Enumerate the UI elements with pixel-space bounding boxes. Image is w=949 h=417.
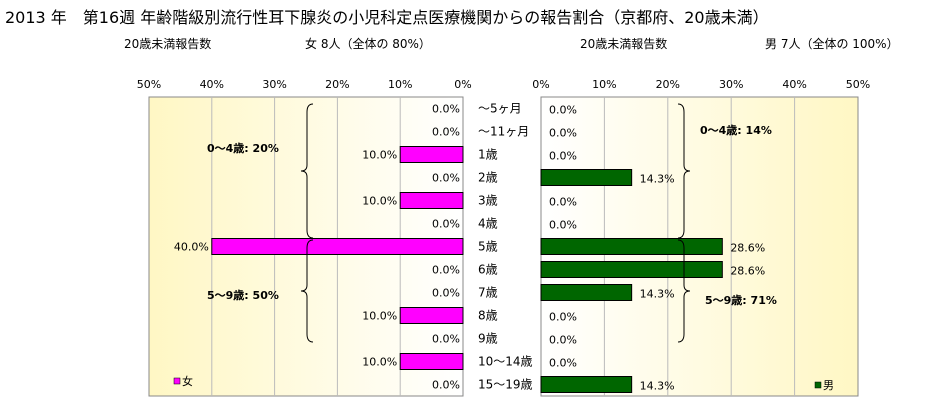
- category-label: 7歳: [478, 286, 498, 300]
- right-data-label: 0.0%: [549, 150, 577, 163]
- right-data-label: 0.0%: [549, 311, 577, 324]
- right-group-annotation-0-4: 0～4歳: 14%: [700, 123, 772, 137]
- left-bar: [399, 146, 464, 163]
- category-label: 5歳: [478, 240, 498, 254]
- left-group-annotation-5-9: 5～9歳: 50%: [207, 288, 279, 302]
- right-data-label: 14.3%: [640, 173, 675, 186]
- left-data-label: 10.0%: [362, 310, 397, 323]
- category-label: 15～19歳: [478, 378, 533, 392]
- left-data-label: 10.0%: [362, 195, 397, 208]
- right-header-label: 20歳未満報告数: [580, 37, 668, 51]
- right-bar: [540, 284, 633, 301]
- right-x-tick-label: 10%: [592, 78, 616, 91]
- left-header-label: 20歳未満報告数: [124, 37, 212, 51]
- category-label: ～11ヶ月: [478, 125, 529, 139]
- right-data-label: 0.0%: [549, 127, 577, 140]
- left-data-label: 0.0%: [432, 103, 460, 116]
- right-data-label: 14.3%: [640, 288, 675, 301]
- left-header-count: 女 8人（全体の 80%）: [305, 37, 431, 51]
- left-group-annotation-0-4: 0～4歳: 20%: [207, 141, 279, 155]
- left-x-tick-label: 20%: [325, 78, 349, 91]
- left-data-label: 0.0%: [432, 264, 460, 277]
- right-group-annotation-5-9: 5～9歳: 71%: [705, 293, 777, 307]
- left-x-tick-label: 40%: [200, 78, 224, 91]
- right-data-label: 14.3%: [640, 380, 675, 393]
- right-data-label: 0.0%: [549, 104, 577, 117]
- right-header-count: 男 7人（全体の 100%）: [765, 37, 899, 51]
- category-label: 1歳: [478, 148, 498, 162]
- category-label: 10～14歳: [478, 355, 533, 369]
- left-data-label: 0.0%: [432, 218, 460, 231]
- right-x-tick-label: 0%: [532, 78, 549, 91]
- left-data-label: 0.0%: [432, 379, 460, 392]
- left-data-label: 0.0%: [432, 172, 460, 185]
- category-label: ～5ヶ月: [478, 102, 522, 116]
- left-data-label: 10.0%: [362, 356, 397, 369]
- category-label: 9歳: [478, 332, 498, 346]
- right-x-tick-label: 40%: [782, 78, 806, 91]
- category-label: 2歳: [478, 171, 498, 185]
- left-legend-swatch: [173, 377, 181, 385]
- right-bar: [540, 376, 633, 393]
- left-legend-label: 女: [182, 374, 193, 388]
- right-data-label: 0.0%: [549, 196, 577, 209]
- right-legend-label: 男: [823, 379, 834, 392]
- right-x-tick-label: 50%: [846, 78, 870, 91]
- category-label: 8歳: [478, 309, 498, 323]
- left-bar: [399, 192, 464, 209]
- category-label: 6歳: [478, 263, 498, 277]
- age-group-brace: [677, 239, 691, 343]
- right-data-label: 28.6%: [730, 242, 765, 255]
- right-data-label: 0.0%: [549, 357, 577, 370]
- category-label: 3歳: [478, 194, 498, 208]
- left-bar: [399, 307, 464, 324]
- left-bar: [399, 353, 464, 370]
- age-group-brace: [300, 239, 314, 343]
- right-data-label: 0.0%: [549, 219, 577, 232]
- left-data-label: 40.0%: [174, 241, 209, 254]
- left-data-label: 0.0%: [432, 287, 460, 300]
- left-x-tick-label: 30%: [262, 78, 286, 91]
- right-bar: [540, 261, 723, 278]
- left-data-label: 0.0%: [432, 333, 460, 346]
- right-x-tick-label: 20%: [656, 78, 680, 91]
- right-bar: [540, 169, 633, 186]
- right-data-label: 28.6%: [730, 265, 765, 278]
- left-bar: [211, 238, 464, 255]
- left-data-label: 0.0%: [432, 126, 460, 139]
- left-x-tick-label: 10%: [388, 78, 412, 91]
- right-legend-swatch: [814, 381, 822, 389]
- left-x-tick-label: 50%: [137, 78, 161, 91]
- left-data-label: 10.0%: [362, 149, 397, 162]
- left-x-tick-label: 0%: [454, 78, 471, 91]
- right-data-label: 0.0%: [549, 334, 577, 347]
- age-group-brace: [300, 103, 314, 239]
- right-x-tick-label: 30%: [719, 78, 743, 91]
- category-label: 4歳: [478, 217, 498, 231]
- age-group-brace: [677, 103, 691, 239]
- chart-title: 2013 年 第16週 年齢階級別流行性耳下腺炎の小児科定点医療機関からの報告割…: [5, 8, 769, 27]
- right-bar: [540, 238, 723, 255]
